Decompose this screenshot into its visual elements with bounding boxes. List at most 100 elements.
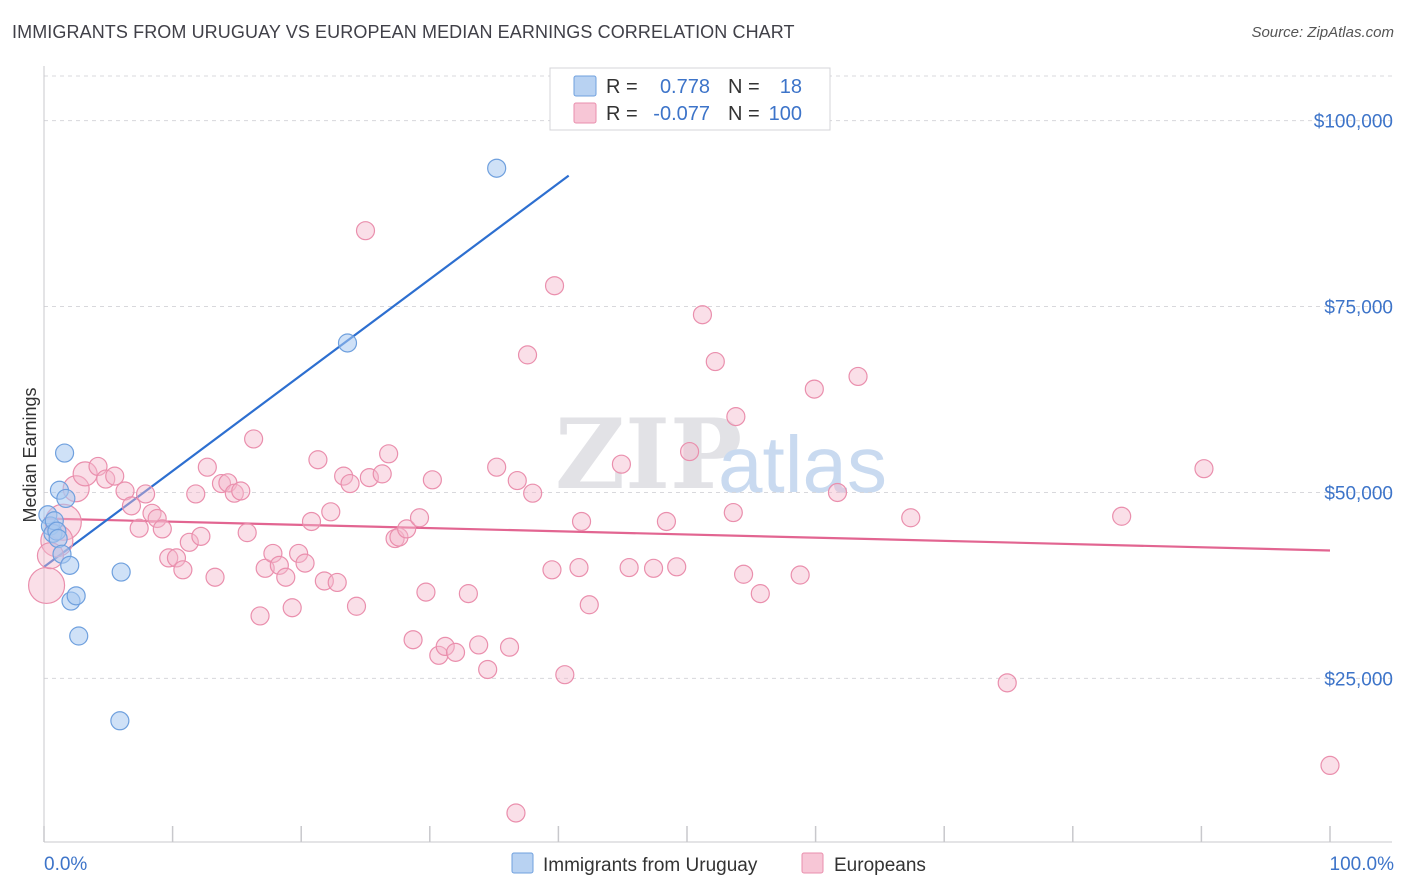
scatter-point [135,484,156,504]
europeans-points [27,221,1340,823]
scatter-point [327,572,347,593]
legend-n-value-2: 100 [769,103,802,125]
scatter-point [263,543,283,564]
scatter-point [544,276,565,296]
scatter-point [276,567,296,587]
x-tick-label-min: 0.0% [44,854,87,875]
scatter-point [692,305,713,325]
scatter-point [159,548,179,568]
x-tick-label-max: 100.0% [1330,854,1395,875]
scatter-point [523,483,543,503]
scatter-point [555,665,575,685]
scatter-point [152,519,172,539]
scatter-point [340,473,360,494]
y-axis-label: Median Earnings [20,387,40,522]
legend-r-label-1: R = [606,76,638,98]
scatter-point [397,519,417,539]
europeans-trend-line [43,517,1331,552]
scatter-point [458,584,478,604]
scatter-point [179,532,199,552]
scatter-point [804,379,824,399]
y-tick-label: $75,000 [1324,298,1393,319]
legend-r-label-2: R = [606,103,638,125]
scatter-point [445,642,466,662]
scatter-point [619,557,639,578]
scatter-point [733,564,754,584]
scatter-point [469,635,489,655]
y-tick-label: $50,000 [1324,483,1393,504]
scatter-point [499,637,520,657]
scatter-point [569,557,589,578]
scatter-point [237,523,257,543]
scatter-point [231,481,251,501]
source-label: Source: ZipAtlas.com [1251,24,1394,41]
scatter-point [726,407,746,427]
scatter-point [66,586,86,606]
legend-n-label-1: N = [728,76,760,98]
scatter-point [359,467,379,488]
bottom-legend-label-uruguay: Immigrants from Uruguay [543,855,758,876]
scatter-point [142,503,162,523]
scatter-point [105,466,125,486]
scatter-point [723,502,743,523]
scatter-point [56,488,76,509]
scatter-point [1194,459,1214,479]
scatter-point [147,508,167,529]
y-tick-label: $25,000 [1324,669,1393,690]
scatter-point [186,484,206,504]
scatter-point [790,565,810,585]
scatter-point [435,636,455,657]
scatter-point [848,366,868,387]
scatter-point [416,582,436,602]
scatter-point [301,511,322,532]
scatter-point [379,444,399,464]
scatter-point [205,567,225,587]
scatter-point [643,558,664,578]
legend-r-value-2: -0.077 [653,103,710,125]
scatter-point [129,518,149,538]
legend-swatch-europeans [573,102,597,124]
watermark-zip: ZIP [555,398,742,511]
trend-lines [43,174,1331,568]
watermark-atlas: atlas [718,420,887,509]
scatter-point [542,560,562,580]
scatter-point [60,555,80,575]
scatter-point [571,511,592,532]
y-ticks: $25,000 $50,000 $75,000 $100,000 [1314,112,1393,691]
scatter-point [355,221,376,241]
bottom-legend: Immigrants from Uruguay Europeans [511,852,926,876]
scatter-point [72,461,98,487]
axes [43,66,1392,843]
scatter-point [211,473,232,494]
scatter-point [282,598,302,618]
scatter-point [250,606,270,626]
scatter-point [244,429,264,449]
scatter-point [166,548,187,568]
chart-title: IMMIGRANTS FROM URUGUAY VS EUROPEAN MEDI… [12,22,795,42]
scatter-point [121,496,142,516]
bottom-legend-swatch-uruguay [511,852,534,874]
legend-swatch-uruguay [573,75,597,97]
scatter-point [27,566,66,605]
legend-r-value-1: 0.778 [660,76,710,98]
scatter-point [827,482,848,503]
scatter-point [656,511,677,532]
scatter-point [478,659,498,680]
legend-n-label-2: N = [728,103,760,125]
scatter-point [69,626,89,646]
scatter-point [191,526,211,546]
legend-n-value-1: 18 [780,76,802,98]
scatter-point [997,673,1017,693]
scatter-point [611,454,632,474]
scatter-point [173,560,193,580]
scatter-point [1320,755,1340,776]
scatter-point [422,470,442,490]
scatter-point [295,553,315,573]
scatter-point [403,630,423,650]
scatter-point [705,351,725,372]
bottom-legend-swatch-europeans [801,852,824,874]
scatter-point [111,562,131,582]
grid [44,75,1392,679]
uruguay-trend-line [43,174,570,568]
